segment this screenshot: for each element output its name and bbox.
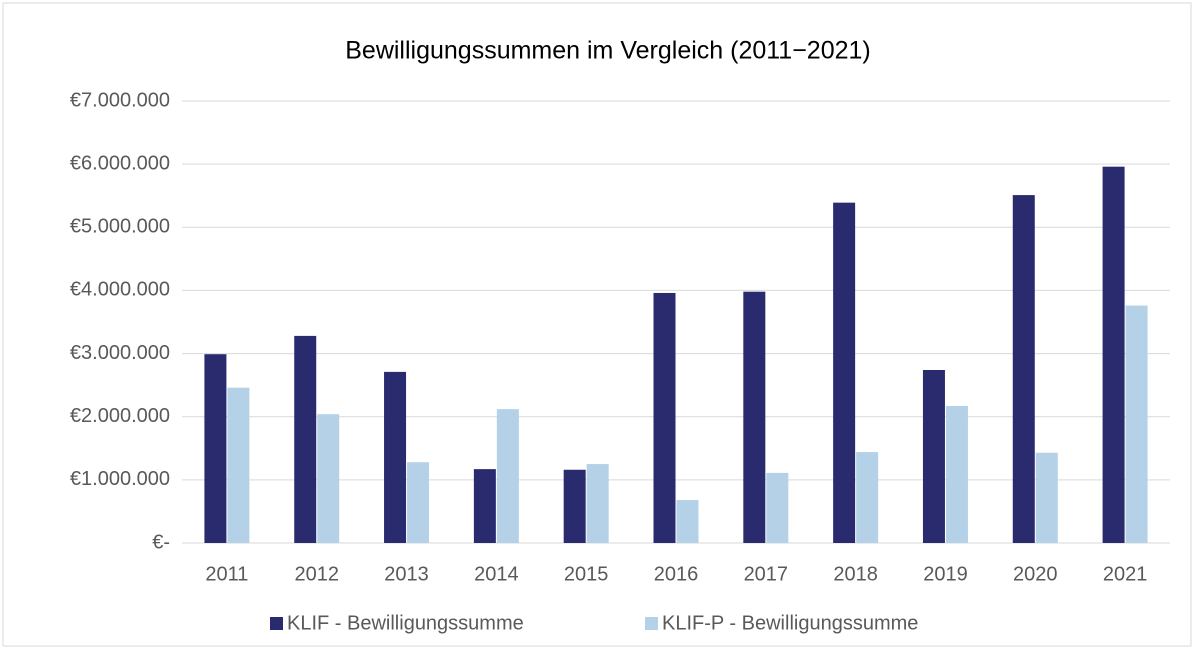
legend-swatch xyxy=(270,617,283,630)
bar xyxy=(317,414,340,543)
x-tick-label: 2011 xyxy=(205,563,248,585)
bar xyxy=(653,292,676,543)
legend-swatch xyxy=(645,617,658,630)
y-tick-label: €2.000.000 xyxy=(70,405,170,427)
bar xyxy=(563,469,586,543)
bar xyxy=(1102,166,1125,543)
bar xyxy=(766,472,789,543)
x-tick-label: 2018 xyxy=(833,563,878,585)
bar xyxy=(227,387,250,543)
bar xyxy=(856,452,879,543)
bar xyxy=(473,469,496,543)
x-tick-label: 2012 xyxy=(294,563,339,585)
y-tick-label: €4.000.000 xyxy=(70,279,170,301)
y-tick-label: €6.000.000 xyxy=(70,152,170,174)
x-tick-label: 2014 xyxy=(474,563,519,585)
bar xyxy=(294,335,317,543)
bar xyxy=(1035,452,1058,543)
legend-label: KLIF-P - Bewilligungssumme xyxy=(662,612,918,634)
bar xyxy=(407,462,430,543)
y-tick-label: €5.000.000 xyxy=(70,216,170,238)
x-tick-label: 2016 xyxy=(654,563,699,585)
x-tick-label: 2017 xyxy=(744,563,789,585)
bar xyxy=(1125,305,1148,543)
y-tick-label: €1.000.000 xyxy=(70,468,170,490)
x-tick-label: 2015 xyxy=(564,563,609,585)
bar xyxy=(833,202,856,543)
bar xyxy=(676,500,699,543)
chart-title: Bewilligungssummen im Vergleich (2011−20… xyxy=(345,37,871,65)
bar xyxy=(384,371,407,543)
bar xyxy=(945,405,968,543)
legend-label: KLIF - Bewilligungssumme xyxy=(287,612,524,634)
bar xyxy=(586,464,609,543)
x-tick-label: 2019 xyxy=(923,563,968,585)
bar xyxy=(496,409,519,543)
bar xyxy=(1012,195,1035,543)
x-tick-label: 2021 xyxy=(1103,563,1148,585)
bar xyxy=(743,291,766,543)
x-tick-label: 2020 xyxy=(1013,563,1058,585)
bar xyxy=(922,369,945,543)
y-tick-label: €3.000.000 xyxy=(70,342,170,364)
x-tick-label: 2013 xyxy=(384,563,429,585)
y-tick-label: €- xyxy=(152,531,170,553)
bar xyxy=(204,354,227,543)
y-tick-label: €7.000.000 xyxy=(70,89,170,111)
